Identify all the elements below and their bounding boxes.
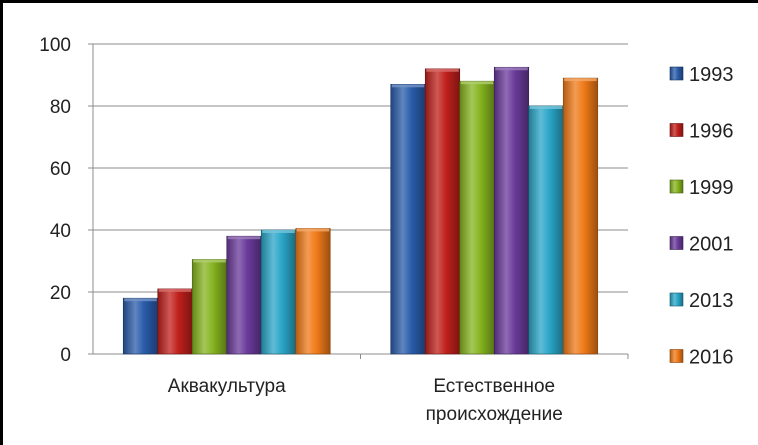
legend-swatch-1996 [669,123,684,137]
legend-swatch-1999 [669,179,684,194]
category-label: Аквакультура [168,376,286,397]
legend-label-1996: 1996 [689,121,734,143]
bar-top-1993-0 [124,298,157,302]
legend-label-2001: 2001 [689,234,734,256]
legend-swatch-2001 [669,236,684,250]
bar-top-1996-1 [426,68,459,72]
category-label: происхождение [426,404,563,425]
y-tick-label: 100 [39,35,71,56]
y-tick-label: 80 [50,97,71,118]
category-label: Естественное [433,376,555,397]
bar-top-1996-0 [158,288,192,292]
bar-1999-1 [459,80,495,355]
bar-1993-0 [122,297,159,355]
y-tick-label: 60 [50,159,71,180]
legend-label-1993: 1993 [689,64,734,86]
bar-top-1999-1 [460,81,494,85]
legend-swatch-2013 [669,292,684,307]
bar-1996-0 [157,288,193,355]
y-tick-label: 20 [50,283,71,304]
bar-top-2013-0 [262,230,295,233]
bar-top-1999-0 [193,259,226,263]
bar-top-2016-0 [296,228,330,232]
bar-2013-1 [528,105,564,355]
bar-1993-1 [390,84,426,355]
bar-2001-0 [226,235,262,355]
legend-label-2013: 2013 [689,290,734,312]
bar-2016-1 [562,77,599,355]
bar-top-2001-0 [227,236,261,240]
y-tick-label: 0 [60,345,71,366]
bar-top-2001-1 [495,67,528,71]
bar-top-1993-1 [391,84,425,88]
legend-swatch-2016 [669,349,684,363]
bar-top-2016-1 [564,78,597,82]
bar-1999-0 [191,259,228,355]
legend-label-1999: 1999 [689,177,734,199]
bar-2016-0 [295,228,331,355]
bar-2013-0 [260,229,297,355]
bar-2001-1 [493,66,530,355]
bar-top-2013-1 [529,106,563,109]
bar-1996-1 [424,68,461,355]
legend-label-2016: 2016 [689,347,734,369]
legend-swatch-1993 [669,66,684,81]
y-tick-label: 40 [50,221,71,242]
